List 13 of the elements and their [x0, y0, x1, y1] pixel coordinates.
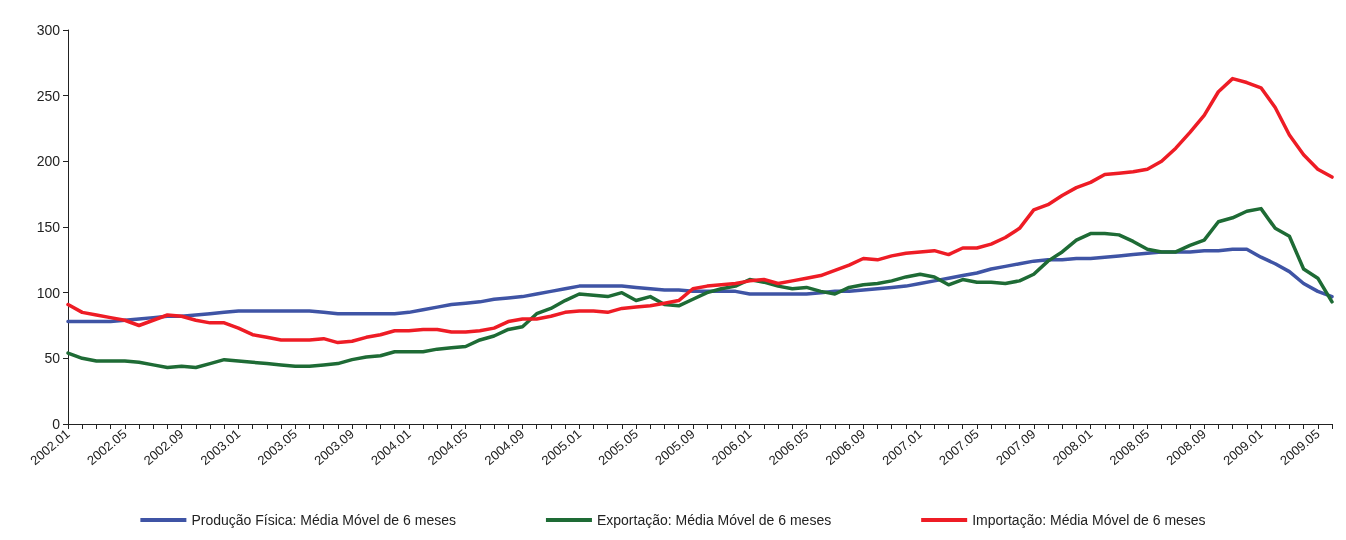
y-tick-label: 300 [36, 22, 61, 38]
line-series [66, 76, 1334, 345]
y-tick-label: 0 [52, 416, 61, 432]
y-tick-label: 200 [36, 153, 61, 170]
line-series [66, 247, 1334, 324]
y-tick-label: 150 [36, 219, 61, 235]
legend-label: Importação: Média Móvel de 6 meses [972, 512, 1206, 528]
legend-label: Exportação: Média Móvel de 6 meses [596, 512, 832, 528]
y-tick-label: 250 [36, 87, 61, 104]
legend-label: Produção Física: Média Móvel de 6 meses [191, 512, 456, 528]
line-series [66, 206, 1334, 370]
y-tick-label: 100 [36, 284, 61, 301]
y-tick-label: 50 [44, 350, 61, 367]
